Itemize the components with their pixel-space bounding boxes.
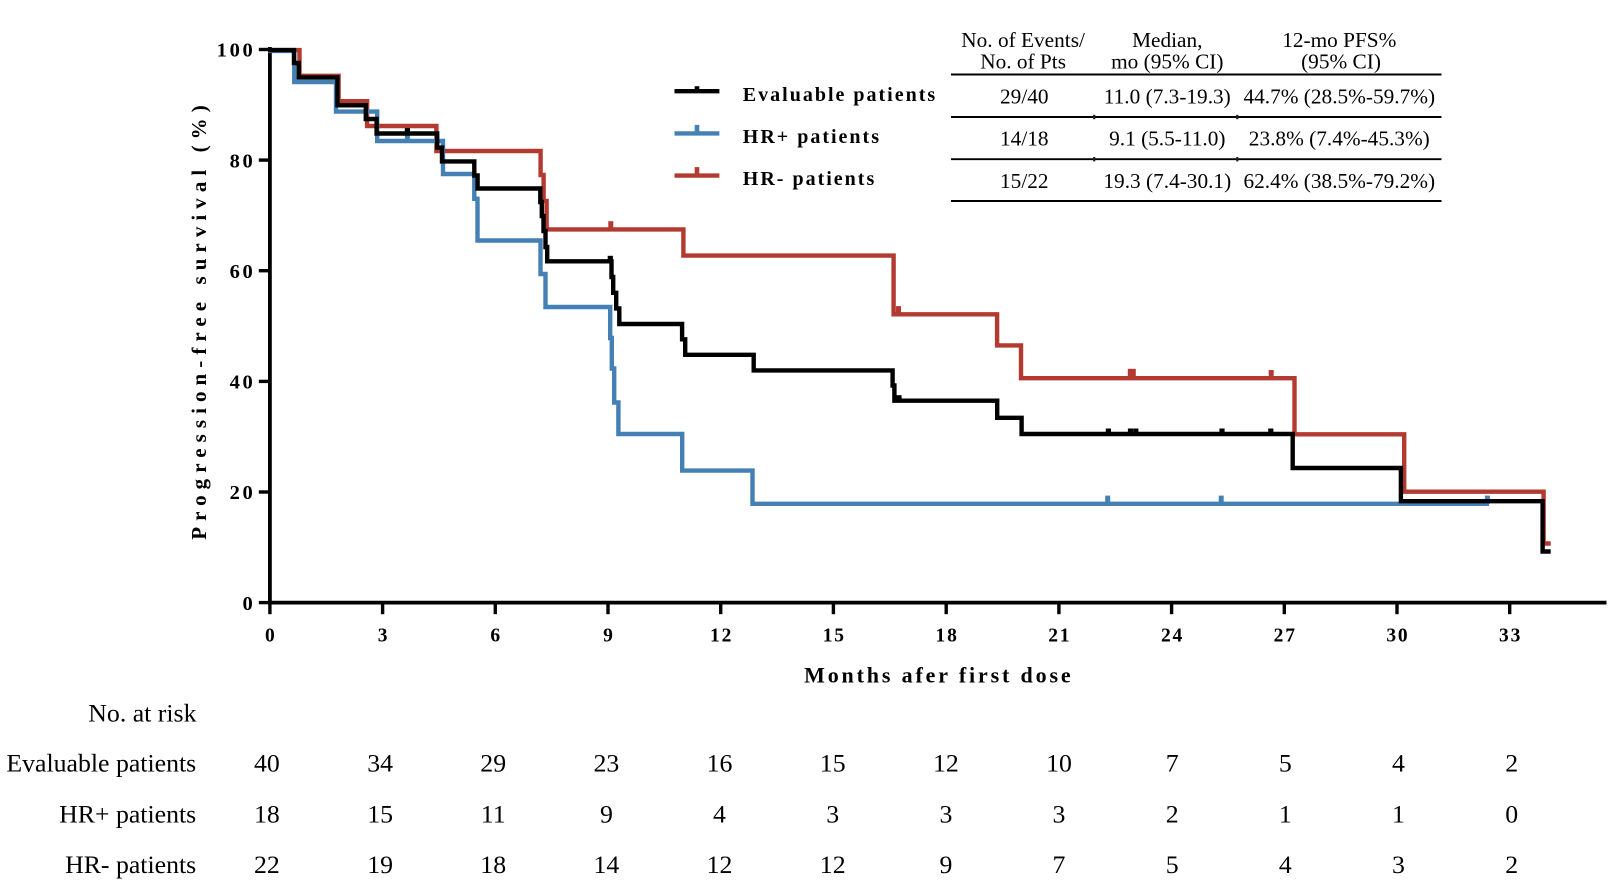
- svg-text:3: 3: [378, 626, 390, 647]
- svg-text:9: 9: [939, 850, 952, 879]
- svg-text:3: 3: [826, 800, 839, 829]
- svg-text:40: 40: [254, 749, 280, 778]
- svg-text:4: 4: [1392, 749, 1405, 778]
- svg-text:18: 18: [936, 626, 959, 647]
- svg-text:62.4% (38.5%-79.2%): 62.4% (38.5%-79.2%): [1243, 169, 1435, 193]
- svg-text:Progression-free survival (%): Progression-free survival (%): [187, 99, 211, 540]
- svg-text:9: 9: [600, 800, 613, 829]
- svg-text:15: 15: [367, 800, 393, 829]
- svg-text:0: 0: [1505, 800, 1518, 829]
- svg-text:30: 30: [1386, 626, 1409, 647]
- svg-text:15: 15: [820, 749, 846, 778]
- svg-text:23.8% (7.4%-45.3%): 23.8% (7.4%-45.3%): [1249, 127, 1430, 151]
- svg-text:7: 7: [1053, 850, 1066, 879]
- svg-text:14: 14: [594, 850, 620, 879]
- svg-text:40: 40: [230, 372, 256, 394]
- svg-text:2: 2: [1166, 800, 1179, 829]
- svg-text:9.1 (5.5-11.0): 9.1 (5.5-11.0): [1109, 127, 1225, 151]
- svg-text:24: 24: [1161, 626, 1184, 647]
- svg-text:0: 0: [243, 593, 256, 615]
- svg-text:6: 6: [490, 626, 502, 647]
- svg-text:4: 4: [1279, 850, 1292, 879]
- svg-text:Months afer first dose: Months afer first dose: [804, 663, 1073, 688]
- svg-text:100: 100: [217, 40, 256, 62]
- svg-text:3: 3: [939, 800, 952, 829]
- svg-text:80: 80: [230, 150, 256, 172]
- svg-text:Median,: Median,: [1132, 28, 1202, 52]
- svg-text:12: 12: [710, 626, 733, 647]
- svg-text:15/22: 15/22: [1000, 169, 1049, 193]
- svg-text:18: 18: [254, 800, 280, 829]
- svg-text:16: 16: [707, 749, 733, 778]
- svg-text:19: 19: [367, 850, 393, 879]
- svg-text:Evaluable patients: Evaluable patients: [6, 749, 196, 778]
- svg-text:7: 7: [1166, 749, 1179, 778]
- svg-text:(95% CI): (95% CI): [1301, 50, 1381, 74]
- svg-text:No. at risk: No. at risk: [88, 698, 196, 727]
- svg-text:5: 5: [1166, 850, 1179, 879]
- svg-text:60: 60: [230, 261, 256, 283]
- svg-text:29: 29: [480, 749, 506, 778]
- svg-text:12: 12: [707, 850, 733, 879]
- svg-text:4: 4: [713, 800, 726, 829]
- svg-text:2: 2: [1505, 850, 1518, 879]
- svg-text:20: 20: [230, 482, 256, 504]
- svg-text:10: 10: [1046, 749, 1072, 778]
- svg-text:27: 27: [1274, 626, 1297, 647]
- svg-text:HR- patients: HR- patients: [743, 168, 876, 190]
- svg-text:34: 34: [367, 749, 393, 778]
- svg-text:22: 22: [254, 850, 280, 879]
- svg-text:3: 3: [1053, 800, 1066, 829]
- svg-text:mo (95% CI): mo (95% CI): [1111, 50, 1223, 74]
- svg-text:33: 33: [1499, 626, 1522, 647]
- svg-text:No. of Pts: No. of Pts: [980, 50, 1066, 74]
- svg-text:12-mo PFS%: 12-mo PFS%: [1282, 28, 1396, 52]
- svg-text:HR+ patients: HR+ patients: [743, 126, 881, 148]
- svg-text:44.7% (28.5%-59.7%): 44.7% (28.5%-59.7%): [1243, 85, 1435, 109]
- svg-text:5: 5: [1279, 749, 1292, 778]
- svg-text:12: 12: [933, 749, 959, 778]
- svg-text:29/40: 29/40: [1000, 85, 1049, 109]
- svg-text:12: 12: [820, 850, 846, 879]
- svg-text:0: 0: [265, 626, 277, 647]
- svg-text:19.3 (7.4-30.1): 19.3 (7.4-30.1): [1103, 169, 1231, 193]
- svg-text:1: 1: [1392, 800, 1405, 829]
- svg-text:21: 21: [1048, 626, 1071, 647]
- svg-text:11: 11: [481, 800, 506, 829]
- svg-text:HR+ patients: HR+ patients: [59, 800, 196, 829]
- svg-text:14/18: 14/18: [1000, 127, 1049, 151]
- svg-text:1: 1: [1279, 800, 1292, 829]
- svg-text:9: 9: [603, 626, 615, 647]
- svg-text:18: 18: [480, 850, 506, 879]
- svg-text:3: 3: [1392, 850, 1405, 879]
- svg-text:HR- patients: HR- patients: [65, 850, 196, 879]
- svg-text:2: 2: [1505, 749, 1518, 778]
- svg-text:23: 23: [594, 749, 620, 778]
- svg-text:15: 15: [823, 626, 846, 647]
- svg-text:Evaluable patients: Evaluable patients: [743, 84, 937, 106]
- svg-text:11.0 (7.3-19.3): 11.0 (7.3-19.3): [1104, 85, 1231, 109]
- svg-text:No. of Events/: No. of Events/: [961, 28, 1085, 52]
